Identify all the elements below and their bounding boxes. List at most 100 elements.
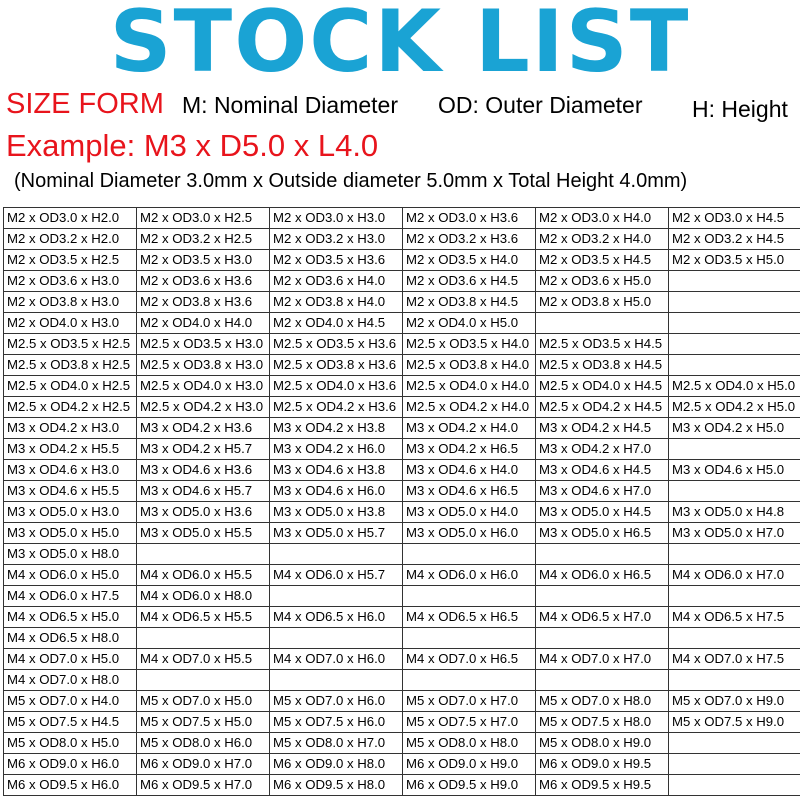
table-cell: M2 x OD3.6 x H3.0 [3,270,137,292]
table-cell: M3 x OD4.2 x H5.0 [668,417,800,439]
table-row: M2.5 x OD3.8 x H2.5 M2.5 x OD3.8 x H3.0 M2… [3,354,800,376]
table-cell: M2.5 x OD4.2 x H4.0 [402,396,536,418]
table-cell: M2 x OD3.2 x H3.6 [402,228,536,250]
table-cell [402,585,536,607]
table-cell: M5 x OD7.5 x H6.0 [269,711,403,733]
table-cell [136,543,270,565]
table-row: M2 x OD4.0 x H3.0 M2 x OD4.0 x H4.0 M2 x O… [3,312,800,334]
table-cell: M2 x OD4.0 x H4.0 [136,312,270,334]
table-cell: M6 x OD9.0 x H9.0 [402,753,536,775]
table-cell [668,585,800,607]
table-cell: M3 x OD4.6 x H5.7 [136,480,270,502]
table-cell: M5 x OD7.5 x H9.0 [668,711,800,733]
table-cell [269,669,403,691]
table-cell [535,543,669,565]
table-row: M4 x OD6.5 x H5.0 M4 x OD6.5 x H5.5 M4 x O… [3,606,800,628]
table-cell: M3 x OD4.2 x H5.7 [136,438,270,460]
table-cell: M2 x OD3.2 x H4.0 [535,228,669,250]
table-cell: M2.5 x OD4.2 x H5.0 [668,396,800,418]
stock-table: M2 x OD3.0 x H2.0 M2 x OD3.0 x H2.5 M2 x O… [3,207,800,796]
legend-outer-diameter: OD: Outer Diameter [438,92,643,118]
table-cell: M2 x OD3.0 x H2.0 [3,207,137,229]
table-cell [668,627,800,649]
table-cell: M2.5 x OD3.8 x H3.6 [269,354,403,376]
table-cell: M4 x OD6.5 x H8.0 [3,627,137,649]
table-cell: M3 x OD4.6 x H6.0 [269,480,403,502]
table-cell: M3 x OD5.0 x H5.0 [3,522,137,544]
table-cell: M5 x OD7.0 x H9.0 [668,690,800,712]
table-row: M3 x OD4.2 x H5.5 M3 x OD4.2 x H5.7 M3 x O… [3,438,800,460]
table-cell: M2.5 x OD3.5 x H3.0 [136,333,270,355]
table-cell: M2 x OD3.5 x H3.0 [136,249,270,271]
table-cell: M4 x OD6.0 x H5.0 [3,564,137,586]
table-cell: M2 x OD3.8 x H3.0 [3,291,137,313]
table-cell: M5 x OD7.0 x H4.0 [3,690,137,712]
table-cell: M2.5 x OD3.8 x H4.0 [402,354,536,376]
table-cell: M2 x OD3.8 x H4.5 [402,291,536,313]
table-cell: M6 x OD9.0 x H6.0 [3,753,137,775]
table-cell: M2 x OD3.2 x H3.0 [269,228,403,250]
table-cell [668,291,800,313]
table-cell: M3 x OD4.6 x H7.0 [535,480,669,502]
table-row: M2 x OD3.8 x H3.0 M2 x OD3.8 x H3.6 M2 x O… [3,291,800,313]
table-cell: M4 x OD7.0 x H6.0 [269,648,403,670]
example-note: (Nominal Diameter 3.0mm x Outside diamet… [14,170,688,192]
table-cell: M4 x OD6.0 x H5.7 [269,564,403,586]
table-cell: M3 x OD5.0 x H4.5 [535,501,669,523]
table-cell [535,669,669,691]
table-cell: M3 x OD4.6 x H3.6 [136,459,270,481]
table-cell: M3 x OD4.6 x H5.5 [3,480,137,502]
table-cell: M5 x OD7.5 x H4.5 [3,711,137,733]
table-cell: M2.5 x OD3.8 x H3.0 [136,354,270,376]
table-cell: M2.5 x OD4.0 x H3.0 [136,375,270,397]
table-cell: M4 x OD6.0 x H7.0 [668,564,800,586]
table-cell: M6 x OD9.0 x H8.0 [269,753,403,775]
table-cell: M2.5 x OD4.0 x H2.5 [3,375,137,397]
table-row: M4 x OD6.5 x H8.0 [3,627,800,649]
table-cell: M4 x OD6.5 x H5.5 [136,606,270,628]
table-cell [668,480,800,502]
table-row: M2 x OD3.5 x H2.5 M2 x OD3.5 x H3.0 M2 x O… [3,249,800,271]
size-form-legend: SIZE FORM M: Nominal Diameter OD: Outer … [6,88,796,122]
table-cell: M2.5 x OD4.2 x H3.0 [136,396,270,418]
table-cell: M2 x OD3.0 x H4.5 [668,207,800,229]
table-cell: M4 x OD6.5 x H7.0 [535,606,669,628]
table-cell: M2 x OD3.5 x H4.5 [535,249,669,271]
table-cell: M4 x OD6.5 x H5.0 [3,606,137,628]
size-form-label: SIZE FORM [6,88,164,120]
legend-nominal-diameter: M: Nominal Diameter [182,92,398,118]
table-cell: M4 x OD6.5 x H6.5 [402,606,536,628]
table-cell: M4 x OD6.0 x H8.0 [136,585,270,607]
table-cell: M3 x OD4.2 x H6.5 [402,438,536,460]
table-cell: M3 x OD4.6 x H4.0 [402,459,536,481]
table-cell: M2 x OD3.6 x H3.6 [136,270,270,292]
table-cell: M3 x OD5.0 x H3.8 [269,501,403,523]
table-row: M5 x OD8.0 x H5.0 M5 x OD8.0 x H6.0 M5 x O… [3,732,800,754]
table-row: M2 x OD3.0 x H2.0 M2 x OD3.0 x H2.5 M2 x O… [3,207,800,229]
table-cell: M2.5 x OD4.0 x H4.0 [402,375,536,397]
table-cell: M3 x OD5.0 x H4.8 [668,501,800,523]
table-cell: M5 x OD7.0 x H6.0 [269,690,403,712]
table-cell: M2.5 x OD4.0 x H4.5 [535,375,669,397]
table-cell: M2 x OD3.5 x H3.6 [269,249,403,271]
table-row: M3 x OD4.6 x H5.5 M3 x OD4.6 x H5.7 M3 x O… [3,480,800,502]
table-cell: M5 x OD7.5 x H7.0 [402,711,536,733]
table-cell: M6 x OD9.0 x H7.0 [136,753,270,775]
table-row: M4 x OD6.0 x H7.5 M4 x OD6.0 x H8.0 [3,585,800,607]
table-cell: M2 x OD3.0 x H4.0 [535,207,669,229]
table-cell: M2 x OD4.0 x H3.0 [3,312,137,334]
table-cell: M2 x OD3.5 x H2.5 [3,249,137,271]
table-cell [668,669,800,691]
table-row: M4 x OD6.0 x H5.0 M4 x OD6.0 x H5.5 M4 x O… [3,564,800,586]
table-cell [668,774,800,796]
table-cell [668,333,800,355]
table-cell: M3 x OD5.0 x H6.5 [535,522,669,544]
table-cell: M4 x OD7.0 x H7.0 [535,648,669,670]
table-cell: M5 x OD7.0 x H7.0 [402,690,536,712]
table-cell [668,732,800,754]
table-row: M2.5 x OD3.5 x H2.5 M2.5 x OD3.5 x H3.0 M2… [3,333,800,355]
table-cell: M3 x OD4.2 x H5.5 [3,438,137,460]
legend-height: H: Height [692,96,788,122]
table-cell: M5 x OD8.0 x H5.0 [3,732,137,754]
table-cell: M2.5 x OD3.8 x H4.5 [535,354,669,376]
